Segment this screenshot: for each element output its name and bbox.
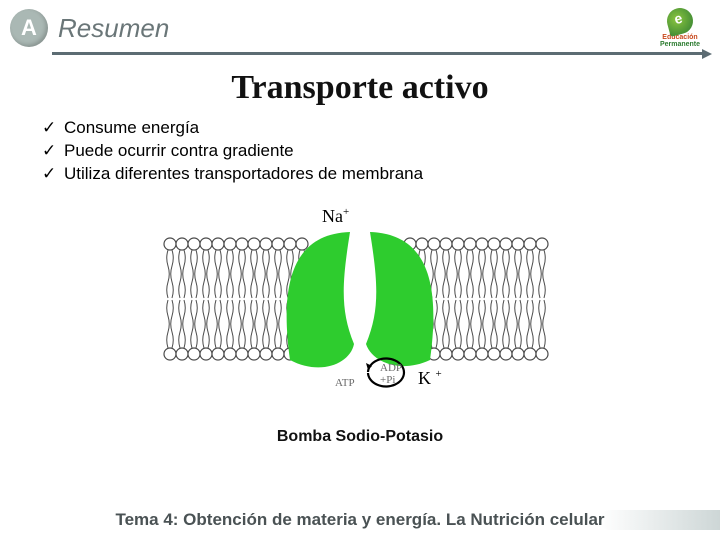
pi-text: +Pi: [380, 374, 402, 386]
leaf-icon: [664, 5, 696, 37]
membrane-svg: [160, 204, 560, 414]
section-label: Resumen: [58, 13, 169, 44]
adp-text: ADP: [380, 362, 402, 374]
potassium-label: K +: [418, 368, 442, 389]
footer-text: Tema 4: Obtención de materia y energía. …: [0, 510, 720, 530]
diagram-caption: Bomba Sodio-Potasio: [0, 428, 720, 446]
bullet-list: Consume energía Puede ocurrir contra gra…: [42, 117, 720, 186]
page-title: Transporte activo: [0, 69, 720, 107]
logo-text-1: Educación: [662, 34, 697, 41]
badge-letter: A: [21, 15, 37, 41]
k-text: K: [418, 368, 431, 388]
k-charge: +: [436, 368, 442, 380]
na-charge: +: [343, 206, 349, 218]
adp-label: ADP +Pi: [380, 362, 402, 386]
list-item: Consume energía: [42, 117, 720, 140]
sodium-label: Na+: [322, 206, 349, 227]
list-item: Puede ocurrir contra gradiente: [42, 140, 720, 163]
section-badge-icon: A: [10, 9, 48, 47]
membrane-diagram: Na+ K + ADP +Pi ATP: [160, 204, 560, 414]
logo-text-2: Permanente: [660, 41, 700, 48]
na-text: Na: [322, 206, 343, 226]
logo-icon: Educación Permanente: [658, 8, 702, 48]
atp-label: ATP: [335, 377, 355, 389]
slide-header: A Resumen Educación Permanente: [0, 0, 720, 52]
header-left: A Resumen: [10, 9, 169, 47]
header-divider: [52, 52, 706, 55]
list-item: Utiliza diferentes transportadores de me…: [42, 163, 720, 186]
